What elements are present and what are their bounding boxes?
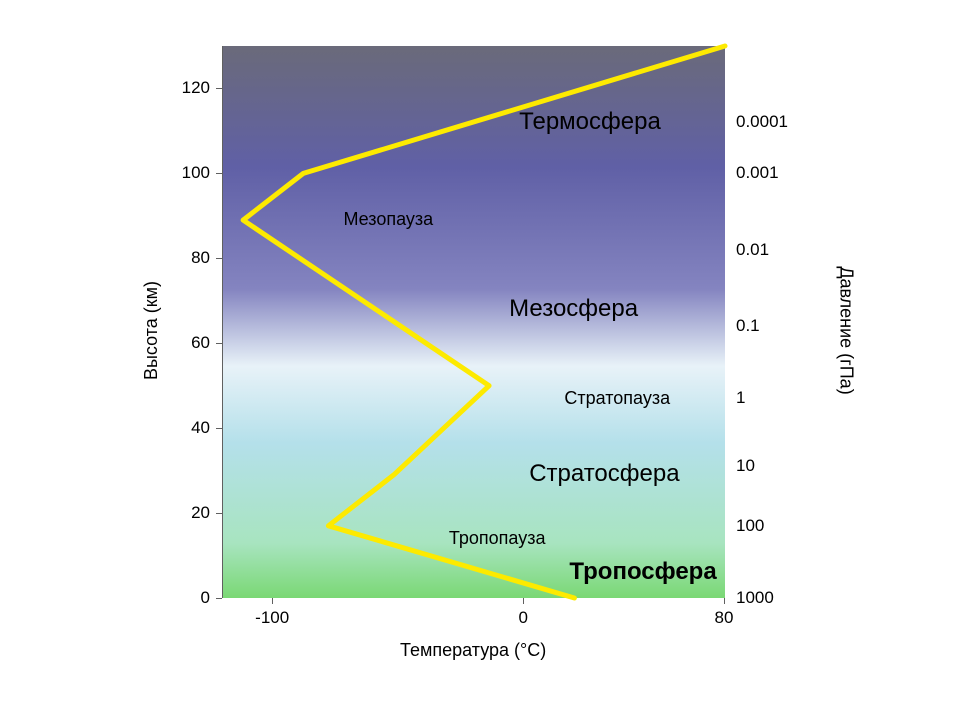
layer-label: Мезосфера xyxy=(509,295,638,323)
y-right-tick-label: 0.0001 xyxy=(736,112,816,132)
y-left-tick-label: 80 xyxy=(160,248,210,268)
layer-label: Стратосфера xyxy=(529,460,679,488)
y-right-tick-label: 10 xyxy=(736,456,816,476)
y-left-tick-mark xyxy=(216,88,222,89)
y-right-tick-label: 0.1 xyxy=(736,316,816,336)
layer-label: Термосфера xyxy=(519,108,661,136)
y-left-tick-mark xyxy=(216,343,222,344)
y-left-tick-label: 40 xyxy=(160,418,210,438)
y-right-tick-label: 100 xyxy=(736,516,816,536)
y-left-axis-title: Высота (км) xyxy=(141,281,162,380)
x-tick-mark xyxy=(724,598,725,604)
layer-label: Мезопауза xyxy=(343,209,433,230)
y-left-tick-mark xyxy=(216,258,222,259)
y-left-tick-label: 20 xyxy=(160,503,210,523)
x-tick-label: 80 xyxy=(715,608,734,628)
y-right-tick-label: 0.01 xyxy=(736,240,816,260)
y-left-tick-label: 60 xyxy=(160,333,210,353)
y-left-tick-label: 0 xyxy=(160,588,210,608)
layer-label: Стратопауза xyxy=(564,388,670,409)
y-left-tick-mark xyxy=(216,428,222,429)
layer-label: Тропопауза xyxy=(449,528,546,549)
y-right-tick-label: 0.001 xyxy=(736,163,816,183)
y-right-tick-label: 1 xyxy=(736,388,816,408)
x-tick-label: -100 xyxy=(255,608,289,628)
x-axis-title: Температура (°C) xyxy=(400,640,546,661)
y-left-tick-mark xyxy=(216,598,222,599)
y-left-tick-mark xyxy=(216,173,222,174)
layer-label: Тропосфера xyxy=(569,558,716,586)
x-tick-mark xyxy=(272,598,273,604)
y-left-tick-mark xyxy=(216,513,222,514)
y-left-tick-label: 120 xyxy=(160,78,210,98)
x-tick-label: 0 xyxy=(518,608,527,628)
x-tick-mark xyxy=(523,598,524,604)
y-left-tick-label: 100 xyxy=(160,163,210,183)
atmosphere-chart: Термосфера Мезопауза Мезосфера Стратопауза С… xyxy=(110,30,850,670)
y-right-tick-label: 1000 xyxy=(736,588,816,608)
y-right-axis-title: Давление (гПа) xyxy=(836,266,857,394)
plot-area: Термосфера Мезопауза Мезосфера Стратопауза С… xyxy=(222,46,724,598)
